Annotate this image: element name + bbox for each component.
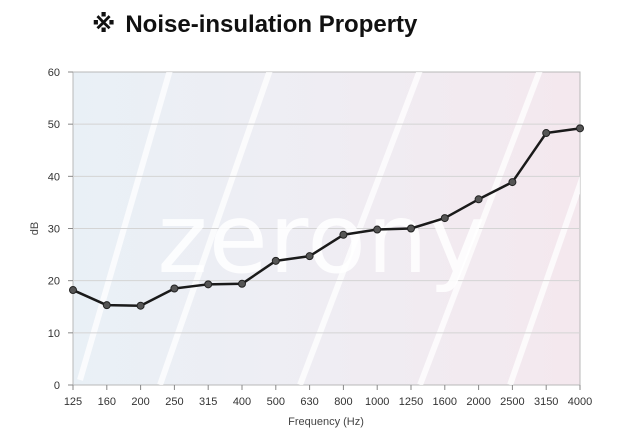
reference-mark-icon: ※: [92, 11, 116, 38]
chart-title: ※ Noise-insulation Property: [92, 10, 417, 39]
x-tick-label: 1000: [365, 396, 389, 408]
y-tick-label: 10: [48, 328, 60, 340]
background-stripe: [77, 72, 173, 381]
data-series: [69, 124, 584, 310]
data-point: [136, 301, 145, 310]
watermark-text: zerony: [157, 183, 486, 295]
x-tick-label: 1250: [399, 396, 423, 408]
x-tick-label: 315: [199, 396, 217, 408]
x-tick-label: 400: [233, 396, 251, 408]
data-point: [102, 301, 111, 310]
x-axis: 125 160 200 250 315 400 500 630 800 1000 1250 1600 2…: [64, 385, 592, 408]
x-tick-label: 125: [64, 396, 82, 408]
x-tick-label: 3150: [534, 396, 558, 408]
y-axis: 0 10 20 30 40 50 60: [48, 67, 73, 392]
y-tick-label: 20: [48, 276, 60, 288]
y-tick-label: 30: [48, 224, 60, 236]
data-point: [339, 230, 348, 239]
x-tick-label: 500: [267, 396, 285, 408]
data-point: [508, 178, 517, 187]
y-tick-label: 60: [48, 67, 60, 79]
y-tick-label: 40: [48, 171, 60, 183]
data-point: [407, 224, 415, 233]
series-line: [72, 127, 581, 307]
y-tick-label: 50: [48, 119, 60, 131]
x-tick-label: 1600: [433, 396, 457, 408]
data-point: [271, 256, 280, 265]
x-tick-label: 200: [131, 396, 149, 408]
data-point: [474, 195, 483, 204]
y-axis-label: dB: [29, 222, 41, 235]
data-point: [204, 280, 213, 289]
x-tick-label: 2500: [500, 396, 524, 408]
data-point: [576, 124, 584, 133]
data-point: [69, 286, 77, 295]
y-tick-label: 0: [54, 380, 60, 392]
x-tick-label: 2000: [466, 396, 490, 408]
data-point: [170, 284, 179, 293]
data-point: [373, 225, 382, 234]
data-point: [305, 252, 314, 261]
x-tick-label: 160: [98, 396, 116, 408]
data-point: [542, 129, 551, 138]
x-tick-label: 4000: [568, 396, 592, 408]
data-point: [440, 214, 449, 223]
x-tick-label: 800: [334, 396, 352, 408]
x-tick-label: 630: [300, 396, 318, 408]
data-point: [238, 279, 246, 288]
grid-lines: [73, 123, 580, 334]
chart-title-text: Noise-insulation Property: [125, 11, 418, 38]
x-axis-label: Frequency (Hz): [288, 416, 364, 428]
x-tick-label: 250: [165, 396, 183, 408]
